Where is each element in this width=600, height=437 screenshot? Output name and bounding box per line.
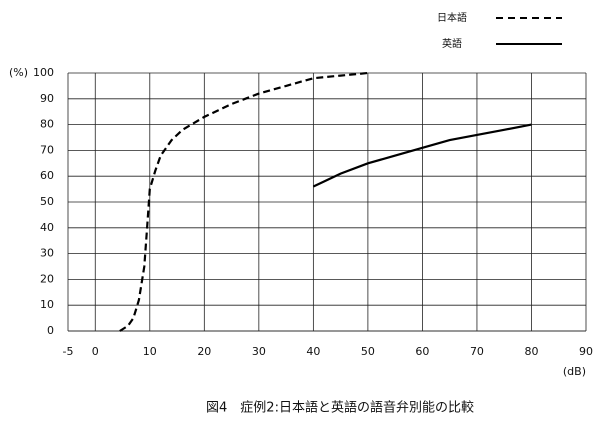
y-tick-label: 80: [40, 118, 54, 131]
x-tick-label: 80: [524, 345, 538, 358]
legend-label: 日本語: [437, 11, 467, 24]
x-tick-label: 70: [470, 345, 484, 358]
y-tick-label: 0: [47, 324, 54, 337]
y-tick-label: 40: [40, 221, 54, 234]
x-tick-label: 0: [92, 345, 99, 358]
x-tick-label: 50: [361, 345, 375, 358]
y-tick-label: 50: [40, 195, 54, 208]
y-tick-label: 60: [40, 169, 54, 182]
legend-label: 英語: [442, 37, 462, 50]
x-tick-label: 10: [143, 345, 157, 358]
x-tick-label: 40: [306, 345, 320, 358]
y-axis-label: (%): [9, 66, 28, 79]
y-tick-label: 10: [40, 298, 54, 311]
data-line: [312, 123, 532, 188]
y-tick-label: 100: [33, 66, 54, 79]
x-tick-label: 90: [579, 345, 593, 358]
x-tick-label: 20: [197, 345, 211, 358]
y-tick-label: 70: [40, 143, 54, 156]
y-tick-label: 90: [40, 92, 54, 105]
x-tick-label: -5: [63, 345, 74, 358]
x-tick-label: 30: [252, 345, 266, 358]
x-axis-label: (dB): [563, 365, 586, 378]
y-tick-label: 30: [40, 247, 54, 260]
chart-title: 図4 症例2:日本語と英語の語音弁別能の比較: [206, 400, 474, 416]
data-line: [119, 71, 369, 332]
x-tick-label: 60: [415, 345, 429, 358]
y-tick-label: 20: [40, 272, 54, 285]
